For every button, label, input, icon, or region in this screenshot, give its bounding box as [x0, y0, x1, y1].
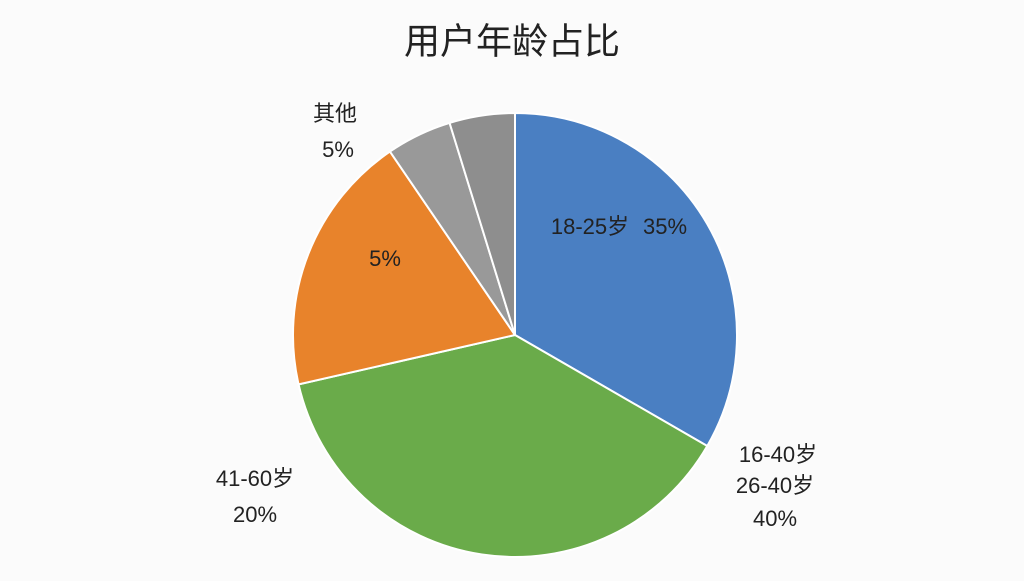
value-label: 5%: [322, 137, 354, 162]
category-label: 26-40岁: [736, 473, 814, 498]
chart-title: 用户年龄占比: [404, 21, 620, 62]
value-label: 5%: [369, 246, 401, 271]
pie-slice: [292, 150, 517, 386]
value-label: 20%: [233, 502, 277, 527]
pie-slice: [514, 111, 738, 448]
category-label: 其他: [313, 101, 357, 126]
value-label: 40%: [753, 506, 797, 531]
pie-slice: [448, 111, 516, 336]
pie-slice: [297, 333, 709, 558]
value-label: 35%: [643, 214, 687, 239]
annotation: 16-40岁: [739, 442, 817, 467]
category-label: 18-25岁: [551, 214, 629, 239]
category-label: 41-60岁: [216, 466, 294, 491]
